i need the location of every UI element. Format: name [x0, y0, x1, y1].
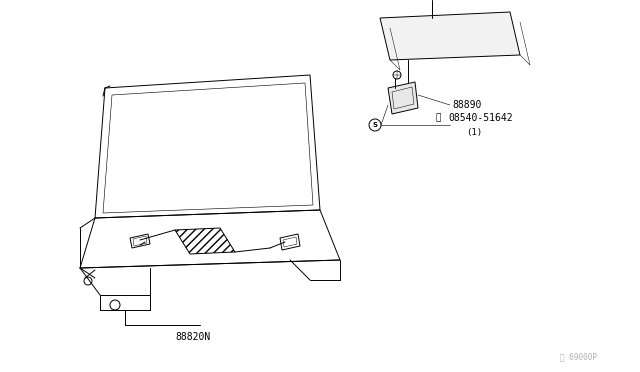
Text: S: S	[372, 122, 378, 128]
Text: 08540-51642: 08540-51642	[448, 113, 513, 123]
Polygon shape	[380, 12, 520, 60]
Text: 88890: 88890	[452, 100, 481, 110]
Polygon shape	[388, 82, 418, 114]
Polygon shape	[175, 228, 235, 254]
Text: 88820N: 88820N	[175, 332, 211, 342]
Text: Ⓢ 69000P: Ⓢ 69000P	[560, 353, 597, 362]
Text: (1): (1)	[466, 128, 482, 137]
Text: Ⓢ: Ⓢ	[436, 113, 442, 122]
